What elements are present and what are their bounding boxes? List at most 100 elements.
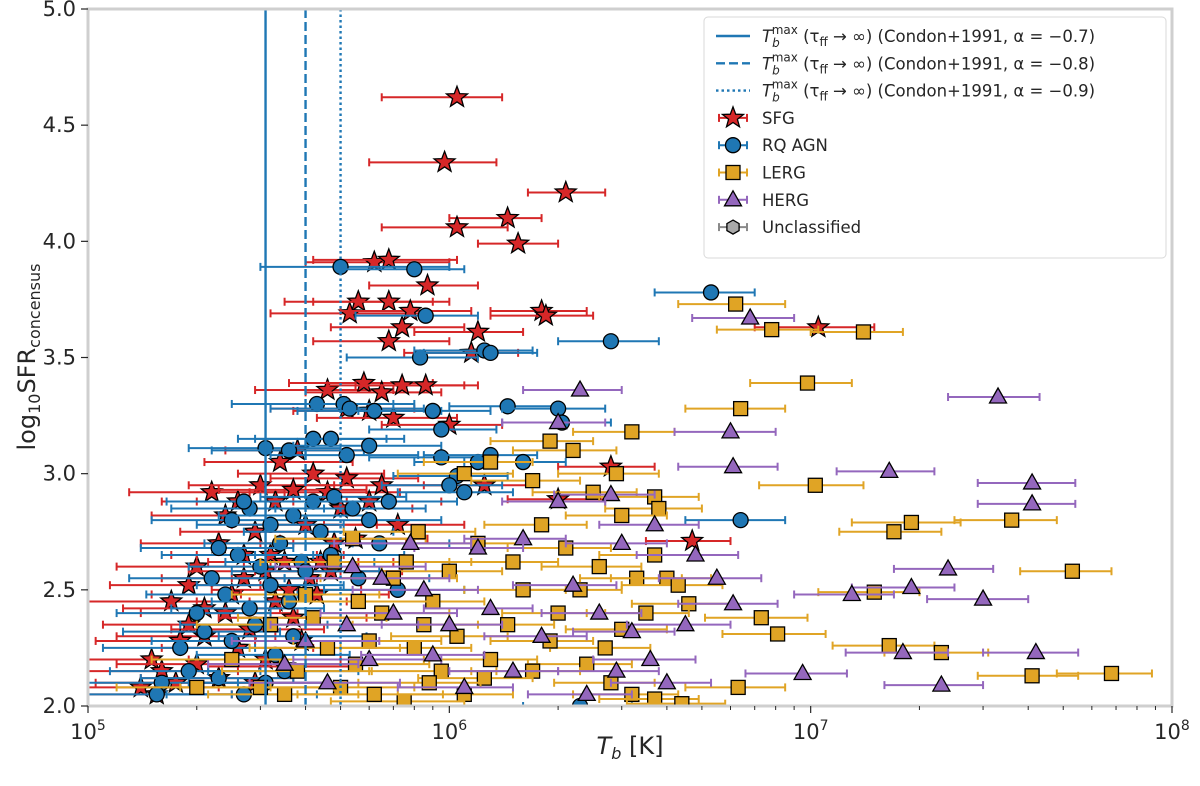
lerg-point [764, 321, 780, 338]
legend-rest: → ∞) (Condon+1991, α = −0.7) [828, 27, 1095, 46]
sfg-point [356, 488, 382, 512]
sfg-errorbar [380, 223, 509, 232]
lerg-point [366, 686, 382, 703]
legend-sup: max [772, 50, 798, 64]
series-rq-agn [88, 258, 787, 706]
sfg-point [472, 472, 497, 496]
herg-point [1026, 642, 1046, 660]
herg-point [423, 644, 443, 662]
rq-agn-point [424, 402, 441, 420]
sfg-errorbar [448, 214, 543, 223]
lerg-point [579, 656, 595, 672]
legend-rest: → ∞) (Condon+1991, α = −0.8) [828, 54, 1095, 73]
legend-label-solid: Tbmax (τff → ∞) (Condon+1991, α = −0.7) [762, 23, 1095, 50]
sfg-point [415, 272, 440, 296]
herg-errorbar [540, 609, 643, 618]
lerg-point [624, 424, 640, 440]
rq-agn-point [203, 570, 220, 587]
x-tick-base: 10 [70, 720, 97, 744]
sfg-point [351, 370, 377, 394]
legend-sub: b [772, 63, 780, 77]
herg-errorbar [526, 690, 633, 699]
rq-agn-point [482, 344, 499, 362]
rq-agn-point [262, 577, 279, 594]
sfg-point [242, 518, 268, 543]
sfg-point [258, 542, 283, 566]
herg-point [1022, 493, 1042, 511]
lerg-point [456, 466, 472, 482]
lerg-errorbar [396, 469, 514, 478]
rq-agn-point [602, 333, 620, 350]
herg-errorbar [511, 581, 618, 590]
herg-point [675, 614, 695, 632]
y-tick-label: 4.5 [43, 113, 76, 137]
x-tick-label: 107 [793, 718, 829, 744]
lerg-point [855, 324, 872, 340]
y-axis-label-prefix: log [13, 414, 41, 451]
sfg-point [128, 674, 154, 698]
legend-entry-sfg: SFG [718, 105, 795, 129]
herg-point [657, 672, 677, 690]
herg-point [372, 567, 392, 585]
sfg-errorbar [380, 93, 504, 102]
lerg-point [1064, 563, 1081, 579]
lerg-point [866, 584, 882, 600]
rq-agn-point [312, 523, 329, 540]
rq-agn-point [702, 284, 720, 301]
lerg-point [807, 477, 823, 493]
lerg-point [730, 679, 746, 696]
lerg-point [449, 628, 465, 644]
herg-point [988, 386, 1008, 404]
lerg-point [728, 296, 744, 312]
sfg-point [389, 372, 415, 396]
x-tick-label: 105 [70, 718, 106, 744]
rq-agn-point [322, 430, 340, 447]
y-axis-label-main: SFR [13, 348, 41, 394]
lerg-errorbar [417, 674, 534, 683]
herg-point [622, 621, 642, 639]
rq-agn-point [148, 686, 165, 703]
rq-agn-errorbar [422, 348, 539, 357]
x-tick-exp: 7 [820, 718, 829, 734]
y-tick-label: 3.5 [43, 346, 76, 370]
sfg-point [413, 372, 438, 396]
x-axis: 105 106 107 108 [70, 706, 1190, 744]
lerg-errorbar [422, 458, 534, 467]
lerg-point [319, 640, 336, 656]
herg-point [548, 491, 568, 509]
legend-text: (τ [798, 27, 820, 46]
lerg-errorbar [557, 469, 660, 478]
lerg-point [482, 454, 499, 470]
rq-agn-point [196, 623, 213, 640]
sfg-point [376, 328, 402, 352]
lerg-point [421, 675, 437, 691]
sfg-point [346, 288, 371, 313]
sfg-errorbar [312, 297, 451, 306]
herg-point [531, 625, 552, 643]
rq-agn-point [361, 511, 378, 529]
lerg-point [799, 375, 816, 391]
sfg-point [553, 179, 578, 203]
herg-point [400, 533, 420, 551]
lerg-point [670, 577, 686, 593]
y-tick-label: 5.0 [43, 0, 76, 21]
herg-point [973, 588, 993, 606]
herg-point [793, 663, 813, 681]
lerg-point [542, 433, 558, 449]
legend-sym: T [762, 27, 774, 46]
legend-sub: b [772, 36, 780, 50]
legend-label-dotted: Tbmax (τff → ∞) (Condon+1991, α = −0.9) [762, 78, 1095, 105]
lerg-point [1103, 665, 1120, 682]
herg-errorbar [448, 667, 560, 676]
lerg-point [769, 626, 786, 642]
rq-agn-errorbar [368, 425, 498, 434]
sfg-point [376, 288, 402, 313]
herg-errorbar [635, 550, 740, 559]
lerg-point [651, 500, 667, 517]
lerg-point [350, 593, 366, 610]
lerg-point [533, 517, 550, 533]
herg-point [901, 577, 922, 595]
herg-point [337, 614, 357, 632]
herg-point [842, 584, 862, 602]
